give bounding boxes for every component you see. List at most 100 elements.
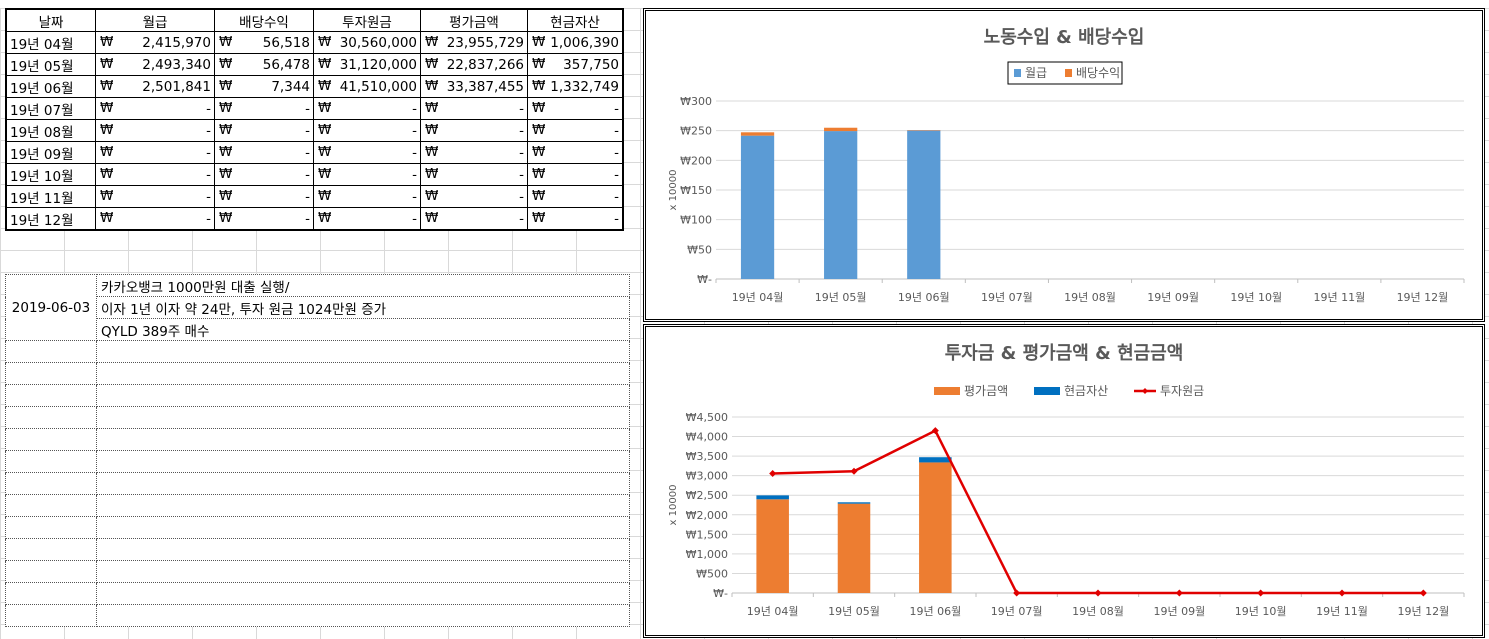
cell-date[interactable]: 19년 09월 (5, 141, 96, 164)
investment-chart[interactable]: 투자금 & 평가금액 & 현금금액 평가금액 현금자산 투자원금 ₩- ₩500 ₩1,00… (643, 324, 1485, 638)
memo-date-empty[interactable] (5, 406, 97, 429)
cell-cash[interactable]: ₩ - (527, 185, 624, 208)
memo-line-empty[interactable] (96, 538, 630, 561)
cell-date[interactable]: 19년 05월 (5, 53, 96, 76)
header-evaluation[interactable]: 평가금액 (420, 8, 528, 32)
cell-salary[interactable]: ₩ - (95, 97, 215, 120)
income-chart[interactable]: 노동수입 & 배당수입 월급 배당수익 ₩- ₩50 ₩100 ₩150 ₩200 ₩250 ₩3… (643, 8, 1485, 322)
memo-date-empty[interactable] (5, 472, 97, 495)
header-date[interactable]: 날짜 (5, 8, 96, 32)
cell-value: 41,510,000 (339, 78, 417, 95)
memo-date-empty[interactable] (5, 494, 97, 517)
cell-cash[interactable]: ₩357,750 (527, 53, 624, 76)
memo-line[interactable]: 이자 1년 이자 약 24만, 투자 원금 1024만원 증가 (96, 296, 630, 319)
memo-date-empty[interactable] (5, 362, 97, 385)
memo-line-empty[interactable] (96, 516, 630, 539)
cell-date[interactable]: 19년 08월 (5, 119, 96, 142)
cell-salary[interactable]: ₩2,501,841 (95, 75, 215, 98)
cell-investment[interactable]: ₩ - (313, 97, 421, 120)
cell-evaluation[interactable]: ₩33,387,455 (420, 75, 528, 98)
cell-cash[interactable]: ₩1,006,390 (527, 31, 624, 54)
cell-cash[interactable]: ₩1,332,749 (527, 75, 624, 98)
memo-date-empty[interactable] (5, 516, 97, 539)
cell-cash[interactable]: ₩ - (527, 141, 624, 164)
cell-date[interactable]: 19년 10월 (5, 163, 96, 186)
cell-date[interactable]: 19년 06월 (5, 75, 96, 98)
memo-line[interactable]: 카카오뱅크 1000만원 대출 실행/ (96, 274, 630, 297)
memo-line-empty[interactable] (96, 582, 630, 605)
cell-date[interactable]: 19년 04월 (5, 31, 96, 54)
y-tick-label: ₩500 (696, 567, 728, 580)
cell-dividend[interactable]: ₩ - (214, 119, 314, 142)
cell-investment[interactable]: ₩ - (313, 119, 421, 142)
memo-line-empty[interactable] (96, 604, 630, 627)
cell-date[interactable]: 19년 12월 (5, 207, 96, 231)
cell-value: - (412, 210, 417, 227)
cell-investment[interactable]: ₩41,510,000 (313, 75, 421, 98)
memo-line-empty[interactable] (96, 362, 630, 385)
memo-date-empty[interactable] (5, 340, 97, 363)
cell-salary[interactable]: ₩2,415,970 (95, 31, 215, 54)
memo-date-empty[interactable] (5, 384, 97, 407)
cell-investment[interactable]: ₩ - (313, 207, 421, 231)
memo-date-empty[interactable] (5, 560, 97, 583)
cell-salary[interactable]: ₩2,493,340 (95, 53, 215, 76)
cell-dividend[interactable]: ₩7,344 (214, 75, 314, 98)
cell-dividend[interactable]: ₩ - (214, 185, 314, 208)
cell-evaluation[interactable]: ₩23,955,729 (420, 31, 528, 54)
cell-investment[interactable]: ₩ - (313, 163, 421, 186)
memo-date-empty[interactable] (5, 428, 97, 451)
cell-evaluation[interactable]: ₩ - (420, 97, 528, 120)
memo-line-empty[interactable] (96, 560, 630, 583)
header-salary[interactable]: 월급 (95, 8, 215, 32)
cell-salary[interactable]: ₩ - (95, 163, 215, 186)
memo-line-empty[interactable] (96, 494, 630, 517)
memo-line-empty[interactable] (96, 406, 630, 429)
cell-dividend[interactable]: ₩56,518 (214, 31, 314, 54)
cell-investment[interactable]: ₩ - (313, 185, 421, 208)
memo-line[interactable]: QYLD 389주 매수 (96, 318, 630, 341)
cell-dividend[interactable]: ₩ - (214, 163, 314, 186)
cell-evaluation[interactable]: ₩ - (420, 119, 528, 142)
cell-dividend[interactable]: ₩56,478 (214, 53, 314, 76)
memo-line-empty[interactable] (96, 472, 630, 495)
memo-date-empty[interactable] (5, 538, 97, 561)
cell-dividend[interactable]: ₩ - (214, 207, 314, 231)
header-investment[interactable]: 투자원금 (313, 8, 421, 32)
cell-salary[interactable]: ₩ - (95, 185, 215, 208)
cell-investment[interactable]: ₩ - (313, 141, 421, 164)
memo-date-empty[interactable] (5, 604, 97, 627)
y-tick-label: ₩250 (680, 125, 712, 138)
currency-symbol: ₩ (219, 188, 233, 204)
memo-date[interactable]: 2019-06-03 (5, 274, 97, 341)
memo-date-empty[interactable] (5, 582, 97, 605)
cell-cash[interactable]: ₩ - (527, 163, 624, 186)
cell-evaluation[interactable]: ₩ - (420, 141, 528, 164)
cell-dividend[interactable]: ₩ - (214, 97, 314, 120)
currency-symbol: ₩ (425, 210, 439, 226)
cell-evaluation[interactable]: ₩22,837,266 (420, 53, 528, 76)
memo-line-empty[interactable] (96, 428, 630, 451)
memo-date-empty[interactable] (5, 450, 97, 473)
cell-date[interactable]: 19년 11월 (5, 185, 96, 208)
cell-date[interactable]: 19년 07월 (5, 97, 96, 120)
memo-line-empty[interactable] (96, 384, 630, 407)
header-dividend[interactable]: 배당수익 (214, 8, 314, 32)
memo-line-empty[interactable] (96, 340, 630, 363)
cell-evaluation[interactable]: ₩ - (420, 163, 528, 186)
currency-symbol: ₩ (318, 100, 332, 116)
cell-cash[interactable]: ₩ - (527, 97, 624, 120)
memo-line-empty[interactable] (96, 450, 630, 473)
header-cash[interactable]: 현금자산 (527, 8, 624, 32)
cell-cash[interactable]: ₩ - (527, 207, 624, 231)
cell-dividend[interactable]: ₩ - (214, 141, 314, 164)
cell-investment[interactable]: ₩30,560,000 (313, 31, 421, 54)
cell-salary[interactable]: ₩ - (95, 119, 215, 142)
cell-salary[interactable]: ₩ - (95, 207, 215, 231)
cell-evaluation[interactable]: ₩ - (420, 185, 528, 208)
cell-investment[interactable]: ₩31,120,000 (313, 53, 421, 76)
cell-evaluation[interactable]: ₩ - (420, 207, 528, 231)
cell-cash[interactable]: ₩ - (527, 119, 624, 142)
cell-salary[interactable]: ₩ - (95, 141, 215, 164)
